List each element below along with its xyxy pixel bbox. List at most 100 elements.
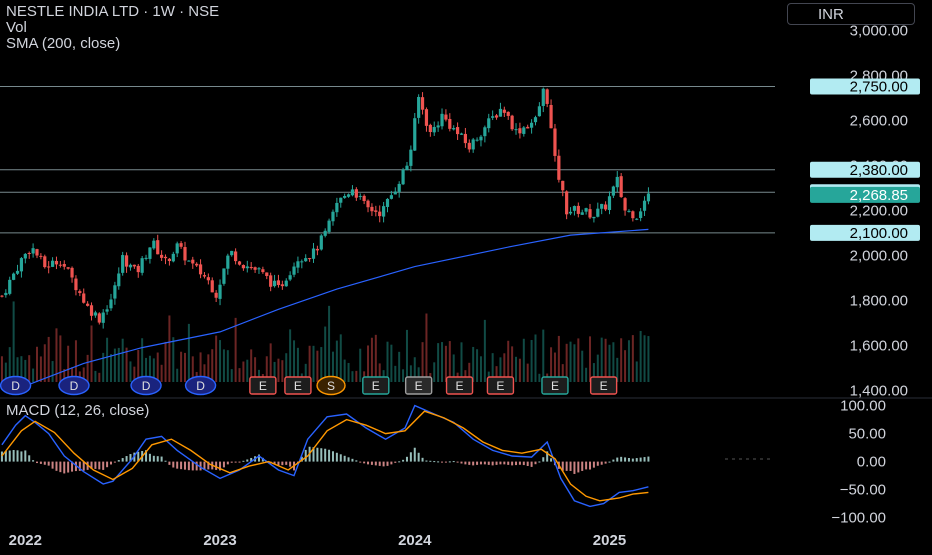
event-marker-e[interactable]: E: [284, 376, 312, 395]
candle-body[interactable]: [311, 248, 316, 259]
candle-body[interactable]: [362, 195, 366, 202]
candle-body[interactable]: [440, 113, 444, 127]
candle-body[interactable]: [358, 195, 362, 197]
candle-body[interactable]: [331, 211, 335, 222]
symbol-title[interactable]: NESTLE INDIA LTD · 1W · NSE: [6, 3, 220, 20]
candle-body[interactable]: [611, 186, 615, 196]
candle-body[interactable]: [397, 183, 401, 192]
candle-body[interactable]: [557, 155, 561, 180]
candle-body[interactable]: [374, 210, 378, 212]
candle-body[interactable]: [226, 255, 230, 269]
candle-body[interactable]: [335, 202, 339, 213]
candle-body[interactable]: [549, 104, 553, 129]
candle-body[interactable]: [265, 272, 269, 277]
candle-body[interactable]: [327, 220, 331, 232]
candle-body[interactable]: [210, 280, 214, 293]
candle-body[interactable]: [280, 284, 284, 287]
candle-body[interactable]: [206, 277, 210, 281]
candle-body[interactable]: [230, 250, 234, 256]
event-marker-e[interactable]: E: [541, 376, 569, 395]
candle-body[interactable]: [428, 124, 432, 132]
candle-body[interactable]: [502, 109, 506, 113]
candle-body[interactable]: [623, 198, 627, 211]
candle-body[interactable]: [518, 128, 522, 134]
candle-body[interactable]: [179, 243, 183, 247]
candle-body[interactable]: [82, 293, 86, 303]
candle-body[interactable]: [50, 260, 55, 267]
candle-body[interactable]: [136, 265, 140, 273]
price-level-label[interactable]: 2,380.00: [810, 161, 920, 179]
candle-body[interactable]: [343, 195, 347, 198]
candle-body[interactable]: [405, 165, 409, 171]
candle-body[interactable]: [642, 200, 647, 211]
candle-body[interactable]: [467, 142, 471, 150]
event-marker-e[interactable]: E: [249, 376, 277, 395]
candle-body[interactable]: [592, 216, 596, 219]
price-level-label[interactable]: 2,100.00: [810, 224, 920, 242]
candle-body[interactable]: [487, 118, 491, 129]
candle-body[interactable]: [607, 196, 612, 211]
candle-body[interactable]: [288, 275, 292, 280]
candle-body[interactable]: [222, 268, 226, 284]
candle-body[interactable]: [121, 255, 125, 273]
candle-body[interactable]: [413, 118, 417, 151]
candle-body[interactable]: [171, 253, 175, 262]
candle-body[interactable]: [401, 169, 405, 185]
candle-body[interactable]: [459, 133, 464, 135]
candle-body[interactable]: [31, 248, 35, 254]
candle-body[interactable]: [300, 261, 304, 263]
candle-body[interactable]: [23, 253, 27, 259]
candle-body[interactable]: [389, 195, 393, 199]
candle-body[interactable]: [284, 280, 288, 287]
candle-body[interactable]: [304, 258, 308, 262]
candle-body[interactable]: [245, 266, 249, 269]
candle-body[interactable]: [140, 258, 144, 273]
event-marker-d[interactable]: D: [0, 375, 32, 396]
candle-body[interactable]: [639, 211, 643, 218]
candle-body[interactable]: [195, 263, 199, 266]
candle-body[interactable]: [436, 125, 440, 128]
signal-line[interactable]: [1, 410, 649, 502]
candle-body[interactable]: [47, 266, 51, 268]
macd-legend[interactable]: MACD (12, 26, close): [6, 402, 150, 419]
candle-body[interactable]: [541, 88, 545, 106]
candle-body[interactable]: [393, 191, 397, 195]
candle-body[interactable]: [163, 256, 168, 259]
candle-body[interactable]: [475, 139, 479, 141]
candle-body[interactable]: [533, 117, 538, 123]
candle-body[interactable]: [565, 191, 569, 215]
candle-body[interactable]: [15, 270, 20, 274]
sma-200-line[interactable]: [13, 228, 649, 391]
candle-body[interactable]: [148, 247, 152, 259]
candle-body[interactable]: [561, 180, 565, 191]
candle-body[interactable]: [249, 266, 253, 269]
candle-body[interactable]: [261, 269, 265, 273]
last-price-label[interactable]: 2,268.85: [810, 186, 920, 204]
candle-body[interactable]: [568, 211, 573, 214]
candle-body[interactable]: [588, 209, 592, 218]
price-level-label[interactable]: 2,750.00: [810, 78, 920, 96]
candle-body[interactable]: [160, 254, 164, 258]
candle-body[interactable]: [308, 258, 312, 260]
candle-body[interactable]: [257, 268, 261, 270]
candle-body[interactable]: [191, 259, 195, 264]
event-marker-e[interactable]: E: [362, 376, 390, 395]
candle-body[interactable]: [420, 97, 425, 110]
candle-body[interactable]: [132, 264, 136, 267]
candle-body[interactable]: [385, 198, 390, 207]
currency-button[interactable]: INR: [787, 3, 915, 25]
candle-body[interactable]: [4, 292, 8, 296]
candle-body[interactable]: [156, 240, 160, 255]
candle-body[interactable]: [319, 235, 323, 250]
candle-body[interactable]: [54, 260, 59, 265]
candle-body[interactable]: [93, 312, 98, 316]
candle-body[interactable]: [218, 284, 222, 299]
candle-body[interactable]: [269, 275, 273, 287]
candle-body[interactable]: [553, 128, 557, 156]
candle-body[interactable]: [600, 203, 604, 209]
candle-body[interactable]: [105, 309, 109, 312]
candle-body[interactable]: [576, 205, 580, 214]
candle-body[interactable]: [526, 126, 530, 129]
candle-body[interactable]: [202, 275, 207, 277]
